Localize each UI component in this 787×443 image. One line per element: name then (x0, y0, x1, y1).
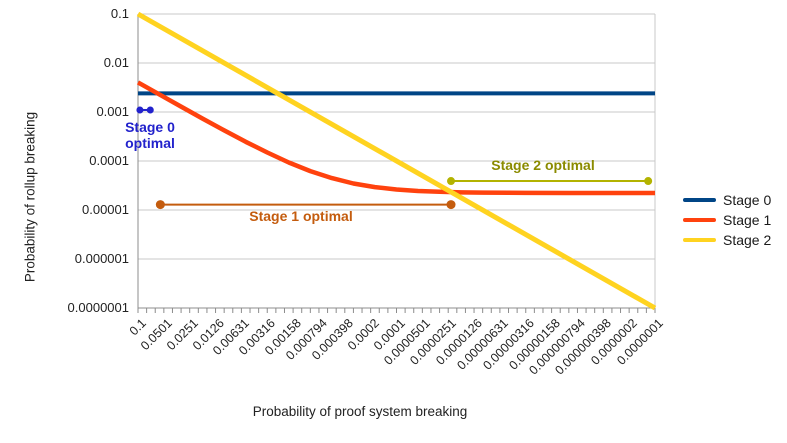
legend-label: Stage 0 (723, 192, 772, 208)
stage2-optimal-label: Stage 2 optimal (491, 157, 595, 173)
y-tick-label: 0.0001 (89, 153, 129, 168)
legend-label: Stage 1 (723, 212, 772, 228)
stage0-optimal-label: Stage 0 optimal (118, 119, 182, 151)
stage0-optimal-dot (136, 106, 144, 114)
stage1-optimal-label: Stage 1 optimal (249, 208, 353, 224)
y-tick-label: 0.000001 (74, 251, 129, 266)
legend-swatch (683, 238, 716, 242)
y-axis-title: Probability of rollup breaking (22, 111, 38, 283)
legend-item: Stage 0 (683, 190, 771, 210)
stage1-optimal-dot (155, 200, 165, 210)
series-line-stage-1 (136, 80, 655, 196)
legend-swatch (683, 218, 716, 222)
stage1-optimal-dot (446, 200, 456, 210)
series-line-stage-2 (136, 11, 657, 311)
legend-swatch (683, 198, 716, 202)
legend-label: Stage 2 (723, 232, 772, 248)
y-tick-label: 0.001 (96, 104, 129, 119)
stage2-optimal-dot (644, 177, 653, 186)
y-tick-label: 0.01 (103, 55, 129, 70)
y-tick-label: 0.00001 (82, 202, 129, 217)
legend: Stage 0 Stage 1 Stage 2 (683, 190, 771, 250)
x-axis-title: Probability of proof system breaking (252, 404, 468, 419)
y-tick-label: 0.0000001 (67, 300, 129, 315)
stage0-optimal-label-line2: optimal (125, 135, 175, 151)
stage0-optimal-dot (146, 106, 154, 114)
stage0-optimal-label-line1: Stage 0 (125, 119, 175, 135)
y-tick-label: 0.1 (110, 6, 129, 21)
stage2-optimal-dot (447, 177, 456, 186)
legend-item: Stage 1 (683, 210, 771, 230)
legend-item: Stage 2 (683, 230, 771, 250)
